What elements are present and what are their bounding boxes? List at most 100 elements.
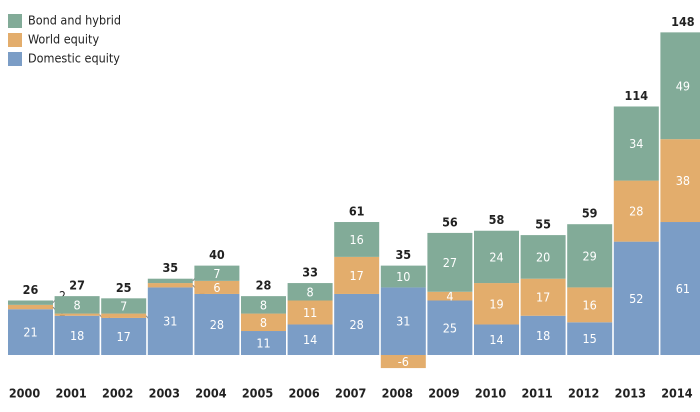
value-label: 38	[676, 173, 690, 188]
bar-segment	[334, 256, 380, 294]
legend-label: Bond and hybrid	[28, 13, 121, 28]
value-label: 18	[70, 328, 84, 343]
x-tick-label: 2006	[288, 386, 319, 401]
value-label: 27	[443, 255, 457, 270]
bar-segment	[427, 300, 473, 355]
bar-segment	[54, 313, 100, 316]
value-label: 61	[676, 281, 690, 296]
total-label: 25	[116, 280, 132, 295]
bar-segment	[474, 283, 519, 325]
total-label: 59	[582, 206, 598, 221]
value-label: 24	[489, 249, 503, 264]
x-tick-label: 2012	[568, 386, 599, 401]
x-tick-label: 2009	[428, 386, 459, 401]
value-label: 4	[446, 289, 453, 304]
total-label: 55	[535, 217, 551, 232]
total-label: 35	[162, 260, 178, 275]
value-label: 28	[350, 317, 364, 332]
bar-segment	[567, 287, 613, 323]
x-tick-label: 2002	[102, 386, 133, 401]
total-label: 58	[489, 212, 505, 227]
total-label: 56	[442, 214, 458, 229]
x-tick-label: 2007	[335, 386, 366, 401]
bar-segment	[380, 355, 426, 369]
value-label: 17	[536, 290, 550, 305]
bar-segment	[567, 224, 613, 288]
bar-segment	[101, 317, 147, 355]
bar-segment	[613, 241, 659, 355]
bar-segment	[613, 106, 659, 181]
legend-swatch	[8, 33, 22, 47]
bar-segment	[660, 32, 700, 140]
bar-segment	[147, 287, 193, 355]
value-label: 19	[489, 296, 503, 311]
value-label: -6	[398, 354, 409, 369]
bar-segment	[101, 313, 147, 318]
value-label: 17	[117, 329, 131, 344]
value-label: 28	[629, 204, 643, 219]
value-label: 31	[396, 314, 410, 329]
bar-segment	[241, 331, 286, 355]
total-label: 28	[256, 278, 272, 293]
x-tick-label: 2004	[195, 386, 226, 401]
bar-segment	[8, 304, 53, 310]
bar-segment	[613, 180, 659, 242]
value-label: 16	[583, 297, 597, 312]
value-label: 31	[163, 314, 177, 329]
total-label: 61	[349, 204, 365, 219]
bar-segment	[287, 324, 333, 355]
x-tick-label: 2010	[475, 386, 506, 401]
bar-segment	[194, 280, 240, 294]
value-label: 8	[307, 284, 314, 299]
x-tick-label: 2011	[521, 386, 552, 401]
bar-segment	[8, 300, 53, 305]
value-label: 7	[120, 298, 127, 313]
value-label: 16	[350, 232, 364, 247]
x-tick-label: 2000	[9, 386, 40, 401]
bar-segment	[54, 296, 100, 314]
value-label: 10	[396, 269, 410, 284]
total-label: 35	[395, 247, 411, 262]
value-label: 28	[210, 317, 224, 332]
total-label: 26	[23, 282, 39, 297]
bar-segment	[474, 230, 519, 284]
bar-segment	[474, 324, 519, 355]
total-label: 33	[302, 265, 318, 280]
bar-segment	[54, 315, 100, 355]
bar-segment	[147, 278, 193, 284]
total-label: 27	[69, 278, 85, 293]
bar-segment	[334, 293, 380, 355]
x-tick-label: 2005	[242, 386, 273, 401]
bar-segment	[520, 235, 566, 279]
value-label: 25	[443, 320, 457, 335]
value-label: 11	[256, 336, 270, 351]
value-label: 20	[536, 249, 550, 264]
bar-segment	[567, 322, 613, 355]
x-tick-label: 2003	[149, 386, 180, 401]
bar-segment	[241, 296, 286, 314]
value-label: 52	[629, 291, 643, 306]
value-label: 15	[583, 331, 597, 346]
total-label: 148	[671, 14, 695, 29]
value-label: 6	[213, 280, 220, 295]
bar-segment	[194, 265, 240, 281]
x-tick-label: 2001	[55, 386, 86, 401]
total-label: 114	[625, 88, 649, 103]
bar-segment	[380, 287, 426, 355]
value-label: 11	[303, 305, 317, 320]
legend-swatch	[8, 14, 22, 28]
bar-segment	[660, 139, 700, 223]
bar-segment	[194, 293, 240, 355]
value-label: 8	[74, 297, 81, 312]
bar-segment	[427, 291, 473, 301]
value-label: 18	[536, 328, 550, 343]
value-label: 49	[676, 78, 690, 93]
legend-swatch	[8, 52, 22, 66]
bar-segment	[287, 300, 333, 325]
legend-label: World equity	[28, 32, 99, 47]
x-tick-label: 2008	[382, 386, 413, 401]
bar-segment	[520, 315, 566, 355]
bar-segment	[147, 283, 193, 288]
value-label: 14	[303, 332, 317, 347]
